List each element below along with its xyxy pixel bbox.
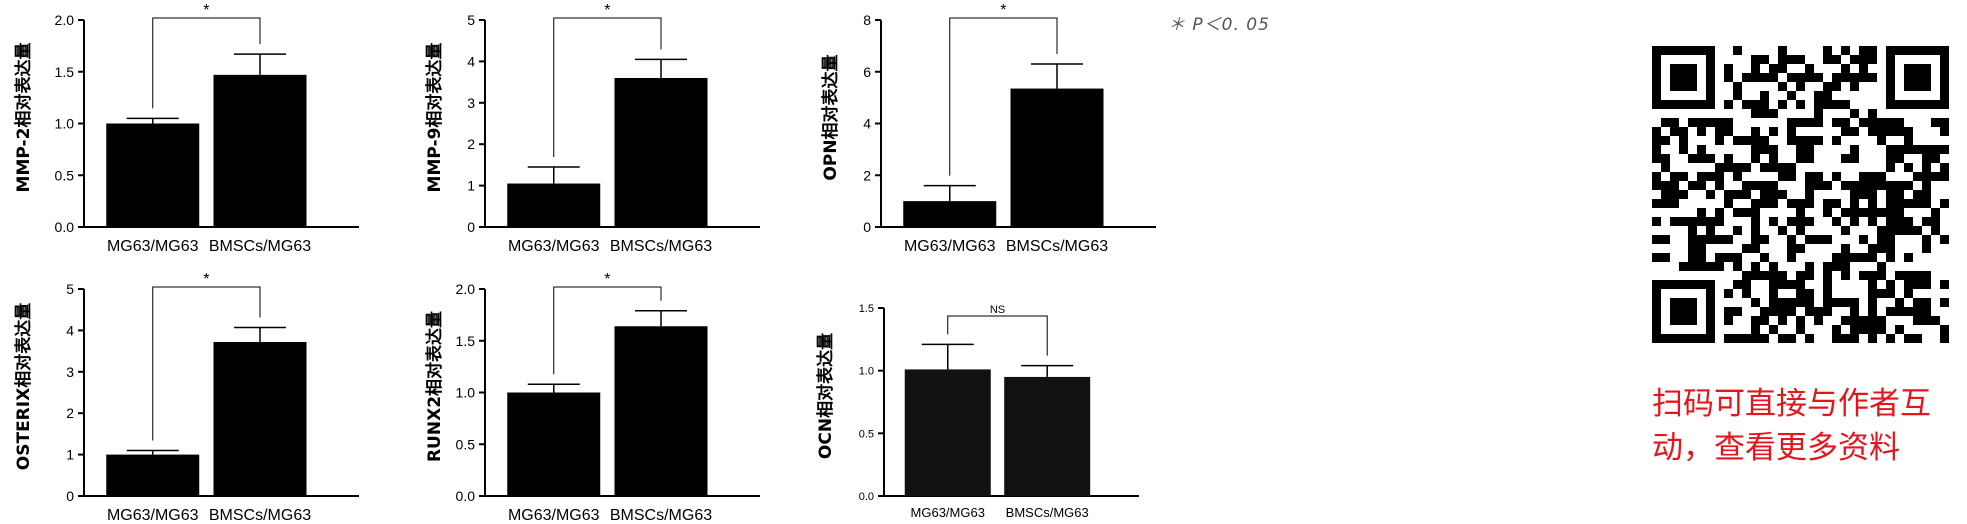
category-label: MG63/MG63 [107,238,199,255]
chart-panel: 0 2 4 6 8 OPN相对表达量 MG63/MG63 BMSCs/MG63 * [820,2,1156,255]
chart-panel: 0 1 2 3 4 5 MMP-9相对表达量 MG63/MG63 BMSCs/MG63 * [424,2,760,255]
y-tick-label: 2 [467,136,475,152]
y-tick-label: 4 [66,322,74,338]
qr-modules [1652,46,1949,343]
qr-finder-pattern [1670,298,1697,325]
bar-charts-figure: 0.0 0.5 1.0 1.5 2.0 MMP-2相对表达量 MG63/MG63 BMSCs/… [13,2,1156,524]
y-tick-label: 0.0 [859,491,874,503]
bar [106,123,200,227]
y-tick-label: 1.5 [456,333,476,349]
y-axis-label: RUNX2相对表达量 [424,311,445,462]
y-tick-label: 0.5 [456,436,476,452]
promo-line-1: 扫码可直接与作者互 [1652,386,1931,422]
significance-label: * [1000,2,1006,19]
significance-label: * [203,271,209,288]
y-tick-label: 2 [66,405,74,421]
y-tick-label: 2.0 [55,12,75,28]
bar [614,77,708,228]
chart-panel: 0.0 0.5 1.0 1.5 2.0 MMP-2相对表达量 MG63/MG63 BMSCs/… [13,2,359,255]
qr-finder-pattern [1670,64,1697,91]
significance-bracket [949,17,1058,176]
category-label: BMSCs/MG63 [1006,505,1089,520]
y-tick-label: 0 [467,219,475,235]
y-tick-label: 0 [66,488,74,504]
y-tick-label: 1 [467,178,475,194]
bar [106,454,200,496]
y-tick-label: 1.5 [859,303,874,315]
y-tick-label: 1.5 [55,64,75,80]
y-tick-label: 0.0 [456,488,476,504]
y-tick-label: 0.0 [55,219,75,235]
y-axis-label: OCN相对表达量 [815,333,836,459]
significance-bracket [553,286,662,375]
significance-bracket [553,17,662,157]
chart-panel: 0 1 2 3 4 5 OSTERIX相对表达量 MG63/MG63 BMSCs/MG63 * [13,271,359,524]
promo-text: 扫码可直接与作者互 动，查看更多资料 [1652,382,1964,470]
y-tick-label: 1.0 [456,385,476,401]
significance-note: ＊ P＜0. 05 [1168,15,1270,35]
y-tick-label: 2 [863,167,871,183]
y-tick-label: 3 [66,364,74,380]
bar [903,201,997,227]
y-tick-label: 1 [66,447,74,463]
bar [614,326,708,496]
category-label: BMSCs/MG63 [209,238,311,255]
y-tick-label: 0.5 [55,167,75,183]
category-label: MG63/MG63 [508,238,600,255]
category-label: MG63/MG63 [911,505,985,520]
y-axis-label: MMP-9相对表达量 [424,43,445,193]
y-tick-label: 4 [467,53,475,69]
y-tick-label: 0 [863,219,871,235]
y-tick-label: 6 [863,64,871,80]
category-label: BMSCs/MG63 [610,507,712,524]
bar [1010,88,1104,227]
y-axis-label: OSTERIX相对表达量 [13,303,34,470]
y-tick-label: 8 [863,12,871,28]
promo-line-2: 动，查看更多资料 [1652,430,1900,466]
category-label: BMSCs/MG63 [610,238,712,255]
y-tick-label: 5 [66,281,74,297]
y-tick-label: 1.0 [859,366,874,378]
category-label: MG63/MG63 [508,507,600,524]
significance-label: * [604,271,610,288]
bar [904,369,991,496]
qr-finder-pattern [1904,64,1931,91]
significance-bracket [947,315,1048,356]
bar [1004,376,1091,496]
significance-label: * [203,2,209,19]
y-tick-label: 3 [467,95,475,111]
bar [507,392,601,496]
y-tick-label: 2.0 [456,281,476,297]
category-label: MG63/MG63 [107,507,199,524]
chart-panel: 0.0 0.5 1.0 1.5 2.0 RUNX2相对表达量 MG63/MG63 BMSCs/… [424,271,760,524]
y-tick-label: 5 [467,12,475,28]
category-label: BMSCs/MG63 [209,507,311,524]
category-label: BMSCs/MG63 [1006,238,1108,255]
qr-code-icon [1652,46,1949,343]
significance-bracket [152,17,261,109]
y-tick-label: 4 [863,116,871,132]
bar [213,341,307,496]
bar [507,183,601,227]
y-tick-label: 1.0 [55,116,75,132]
category-label: MG63/MG63 [904,238,996,255]
y-tick-label: 0.5 [859,428,874,440]
y-axis-label: MMP-2相对表达量 [13,43,34,193]
significance-bracket [152,286,261,441]
significance-label: NS [990,304,1005,316]
y-axis-label: OPN相对表达量 [820,54,841,180]
chart-panel: 0.0 0.5 1.0 1.5 OCN相对表达量 MG63/MG63 BMSCs/MG63 N… [815,303,1139,520]
significance-label: * [604,2,610,19]
bar [213,74,307,227]
